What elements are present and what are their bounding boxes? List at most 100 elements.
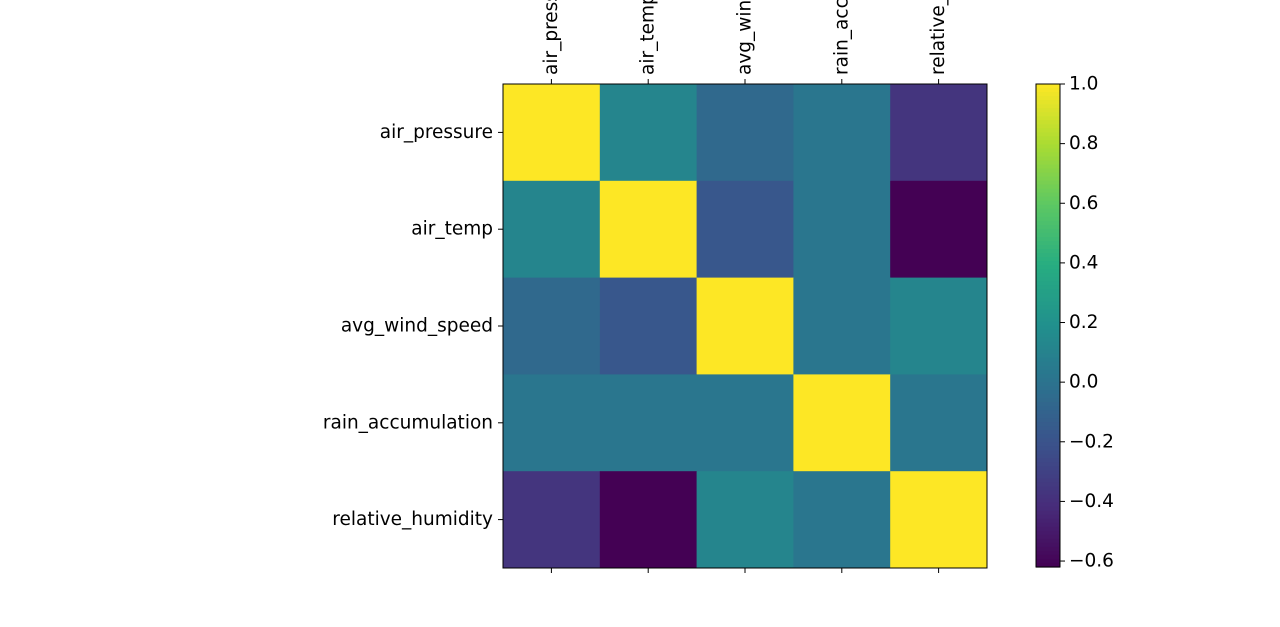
colorbar-segment <box>1036 498 1060 504</box>
colorbar-segment <box>1036 176 1060 182</box>
colorbar-segment <box>1036 148 1060 154</box>
colorbar-segment <box>1036 108 1060 113</box>
colorbar-segment <box>1036 228 1060 234</box>
colorbar-segment <box>1036 293 1060 298</box>
colorbar-segment <box>1036 224 1060 230</box>
colorbar-segment <box>1036 84 1060 89</box>
heatmap-cell <box>599 471 698 569</box>
colorbar-segment <box>1036 313 1060 319</box>
x-tick-label: relative_humidity <box>928 0 949 75</box>
colorbar-segment <box>1036 212 1060 218</box>
colorbar-segment <box>1036 526 1060 532</box>
colorbar-segment <box>1036 349 1060 355</box>
colorbar-segment <box>1036 180 1060 186</box>
colorbar-segment <box>1036 132 1060 137</box>
heatmap-cell <box>696 471 794 569</box>
heatmap-cell <box>503 180 601 279</box>
colorbar-segment <box>1036 265 1060 270</box>
colorbar-segment <box>1036 273 1060 278</box>
colorbar-segment <box>1036 530 1060 536</box>
colorbar-segment <box>1036 333 1060 339</box>
colorbar-segment <box>1036 208 1060 214</box>
heatmap-cell <box>503 277 601 375</box>
colorbar-segment <box>1036 220 1060 226</box>
colorbar-segment <box>1036 518 1060 524</box>
colorbar-segment <box>1036 361 1060 367</box>
y-tick-label: relative_humidity <box>332 509 493 530</box>
colorbar-segment <box>1036 502 1060 508</box>
colorbar-segment <box>1036 329 1060 335</box>
colorbar-segment <box>1036 446 1060 451</box>
y-tick-label: avg_wind_speed <box>341 316 493 337</box>
heatmap-cell <box>696 180 794 279</box>
heatmap-cell <box>793 374 891 472</box>
colorbar-segment <box>1036 506 1060 512</box>
y-tick-label: rain_accumulation <box>323 412 493 433</box>
heatmap-cell <box>599 277 698 375</box>
colorbar-segment <box>1036 510 1060 516</box>
colorbar-segment <box>1036 542 1060 548</box>
colorbar-segment <box>1036 317 1060 323</box>
colorbar-tick-label: 0.6 <box>1069 193 1098 214</box>
colorbar-segment <box>1036 172 1060 178</box>
heatmap-cell <box>696 84 794 182</box>
colorbar-segment <box>1036 144 1060 149</box>
colorbar-segment <box>1036 377 1060 383</box>
colorbar-segment <box>1036 438 1060 443</box>
colorbar-segment <box>1036 381 1060 387</box>
colorbar-segment <box>1036 277 1060 282</box>
colorbar-segment <box>1036 466 1060 471</box>
colorbar-segment <box>1036 357 1060 363</box>
colorbar-segment <box>1036 120 1060 125</box>
colorbar-segment <box>1036 514 1060 520</box>
colorbar-segment <box>1036 454 1060 459</box>
colorbar-frame <box>1035 83 1061 568</box>
colorbar-segment <box>1036 249 1060 254</box>
colorbar-tick-label: −0.4 <box>1069 491 1114 512</box>
x-tick-label: air_temp <box>638 0 659 75</box>
heatmap-cell <box>793 471 891 569</box>
x-tick-label: rain_accumulation <box>831 0 852 75</box>
colorbar-segment <box>1036 192 1060 198</box>
colorbar-segment <box>1036 337 1060 343</box>
colorbar-segment <box>1036 554 1060 560</box>
colorbar-segment <box>1036 341 1060 347</box>
colorbar-segment <box>1036 345 1060 351</box>
colorbar-segment <box>1036 184 1060 190</box>
colorbar-segment <box>1036 112 1060 117</box>
colorbar-segment <box>1036 305 1060 310</box>
colorbar-segment <box>1036 204 1060 210</box>
colorbar-segment <box>1036 385 1060 391</box>
colorbar-segment <box>1036 522 1060 528</box>
colorbar-segment <box>1036 418 1060 423</box>
colorbar-segment <box>1036 160 1060 166</box>
colorbar-segment <box>1036 414 1060 419</box>
colorbar-segment <box>1036 116 1060 121</box>
heatmap-cell <box>890 180 988 279</box>
colorbar-segment <box>1036 309 1060 315</box>
heatmap-cell <box>599 84 698 182</box>
colorbar-segment <box>1036 373 1060 379</box>
colorbar-segment <box>1036 168 1060 174</box>
heatmap-cell <box>890 84 988 182</box>
colorbar-segment <box>1036 253 1060 258</box>
colorbar-segment <box>1036 261 1060 266</box>
colorbar-segment <box>1036 538 1060 544</box>
colorbar-tick-label: 0.0 <box>1069 372 1098 393</box>
heatmap-cell <box>503 471 601 569</box>
colorbar-segment <box>1036 458 1060 463</box>
colorbar-segment <box>1036 365 1060 371</box>
colorbar-segment <box>1036 200 1060 206</box>
colorbar-segment <box>1036 269 1060 274</box>
colorbar-segment <box>1036 422 1060 427</box>
colorbar-segment <box>1036 546 1060 552</box>
colorbar-segment <box>1036 240 1060 246</box>
colorbar-tick-label: 0.8 <box>1069 133 1098 154</box>
colorbar-segment <box>1036 550 1060 556</box>
colorbar-segment <box>1036 96 1060 101</box>
colorbar-segment <box>1036 353 1060 359</box>
colorbar-segment <box>1036 462 1060 467</box>
heatmap-cell <box>793 84 891 182</box>
